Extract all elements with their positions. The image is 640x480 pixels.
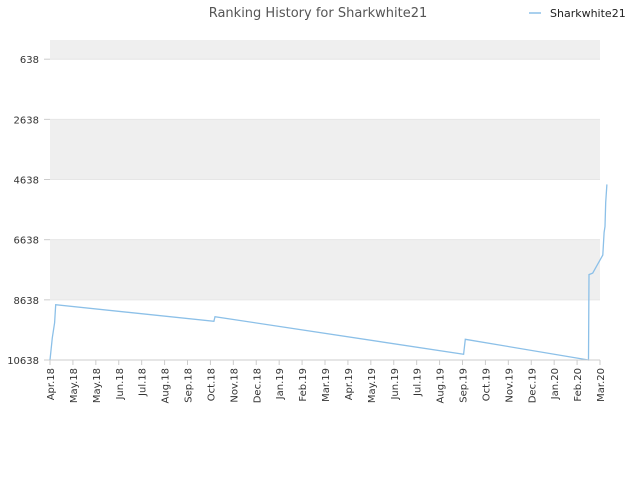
x-tick-label: Aug.19 xyxy=(436,368,447,403)
y-tick-label: 8638 xyxy=(14,296,39,307)
x-tick-label: Apr.18 xyxy=(46,368,57,400)
y-tick-label: 4638 xyxy=(14,176,39,187)
background-band xyxy=(50,299,600,360)
y-tick-label: 2638 xyxy=(14,115,39,126)
x-tick-label: Mar.19 xyxy=(321,368,332,402)
x-tick-label: Jul.18 xyxy=(138,368,149,397)
x-tick-label: Oct.18 xyxy=(206,368,217,401)
x-tick-label: Nov.19 xyxy=(504,368,515,403)
x-tick-label: Jun.19 xyxy=(390,368,401,401)
y-tick-label: 10638 xyxy=(7,356,39,367)
background-bands xyxy=(50,40,600,360)
x-tick-label: Jul.19 xyxy=(413,368,424,397)
x-tick-label: Sep.19 xyxy=(459,368,470,403)
x-tick-label: Oct.19 xyxy=(481,368,492,401)
x-tick-label: May.18 xyxy=(92,368,103,403)
x-tick-label: Jan.20 xyxy=(550,368,561,400)
y-tick-label: 6638 xyxy=(14,236,39,247)
legend-label: Sharkwhite21 xyxy=(550,7,626,20)
x-tick-label: May.19 xyxy=(367,368,378,403)
x-tick-label: Aug.18 xyxy=(161,368,172,403)
y-tick-label: 638 xyxy=(20,55,39,66)
x-tick-label: Nov.18 xyxy=(229,368,240,403)
chart-title: Ranking History for Sharkwhite21 xyxy=(209,6,428,21)
x-tick-label: Sep.18 xyxy=(184,368,195,403)
x-tick-label: Jun.18 xyxy=(115,368,126,401)
x-tick-label: Jan.19 xyxy=(275,368,286,400)
x-tick-label: May.18 xyxy=(69,368,80,403)
series-line-sharkwhite21 xyxy=(49,184,608,361)
background-band xyxy=(50,179,600,240)
x-axis-ticks: Apr.18 May.18 May.18 Jun.18 Jul.18 Aug.18 Sep.… xyxy=(46,360,607,403)
x-tick-label: Apr.19 xyxy=(344,368,355,400)
background-band xyxy=(50,59,600,120)
legend: Sharkwhite21 xyxy=(529,7,626,20)
x-tick-label: Dec.19 xyxy=(527,368,538,403)
x-tick-label: Feb.20 xyxy=(573,368,584,402)
background-band xyxy=(50,40,600,60)
x-tick-label: Feb.19 xyxy=(298,368,309,402)
background-band xyxy=(50,119,600,180)
x-tick-label: Dec.18 xyxy=(252,368,263,403)
background-band xyxy=(50,239,600,300)
x-tick-label: Mar.20 xyxy=(596,368,607,402)
y-axis-ticks: 638 2638 4638 6638 8638 10638 xyxy=(7,55,50,367)
